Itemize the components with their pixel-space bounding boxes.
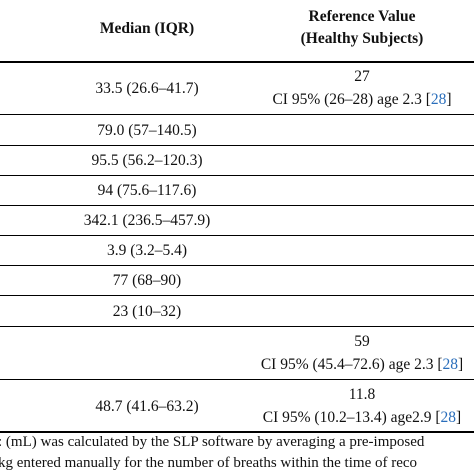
row-7-median: 77 (68–90) (112, 272, 182, 289)
median-iqr-header: Median (IQR) (99, 20, 195, 37)
row-divider (0, 235, 474, 236)
table-bottom-rule (0, 431, 474, 433)
citation-link[interactable]: 28 (442, 356, 458, 373)
row-2-median: 79.0 (57–140.5) (97, 122, 197, 139)
reference-value-subheader: (Healthy Subjects) (300, 30, 424, 47)
row-5-median: 342.1 (236.5–457.9) (83, 212, 211, 229)
row-1-ref-ci: CI 95% (26–28) age 2.3 [28] (272, 91, 452, 108)
row-9-ref-value: 59 (354, 333, 370, 350)
row-divider (0, 379, 474, 380)
row-3-median: 95.5 (56.2–120.3) (91, 152, 203, 169)
row-1-ref-value: 27 (354, 68, 370, 85)
row-10-ref-ci: CI 95% (10.2–13.4) age2.9 [28] (262, 409, 462, 426)
row-divider (0, 295, 474, 296)
footnote-line-2: kg entered manually for the number of br… (0, 455, 418, 471)
row-8-median: 23 (10–32) (112, 303, 182, 320)
row-10-ref-value: 11.8 (348, 386, 376, 403)
citation-link[interactable]: 28 (440, 409, 457, 426)
citation-link[interactable]: 28 (430, 91, 447, 108)
row-6-median: 3.9 (3.2–5.4) (106, 242, 188, 259)
row-divider (0, 175, 474, 176)
row-10-median: 48.7 (41.6–63.2) (95, 398, 199, 415)
row-divider (0, 145, 474, 146)
row-divider (0, 265, 474, 266)
reference-value-header: Reference Value (308, 8, 416, 25)
row-divider (0, 114, 474, 115)
row-9-ref-ci: CI 95% (45.4–72.6) age 2.3 [28] (260, 356, 464, 373)
footnote-line-1: : (mL) was calculated by the SLP softwar… (0, 434, 425, 450)
row-divider (0, 205, 474, 206)
header-rule (0, 61, 474, 63)
row-divider (0, 326, 474, 327)
row-1-median: 33.5 (26.6–41.7) (95, 80, 199, 97)
row-4-median: 94 (75.6–117.6) (97, 182, 197, 199)
